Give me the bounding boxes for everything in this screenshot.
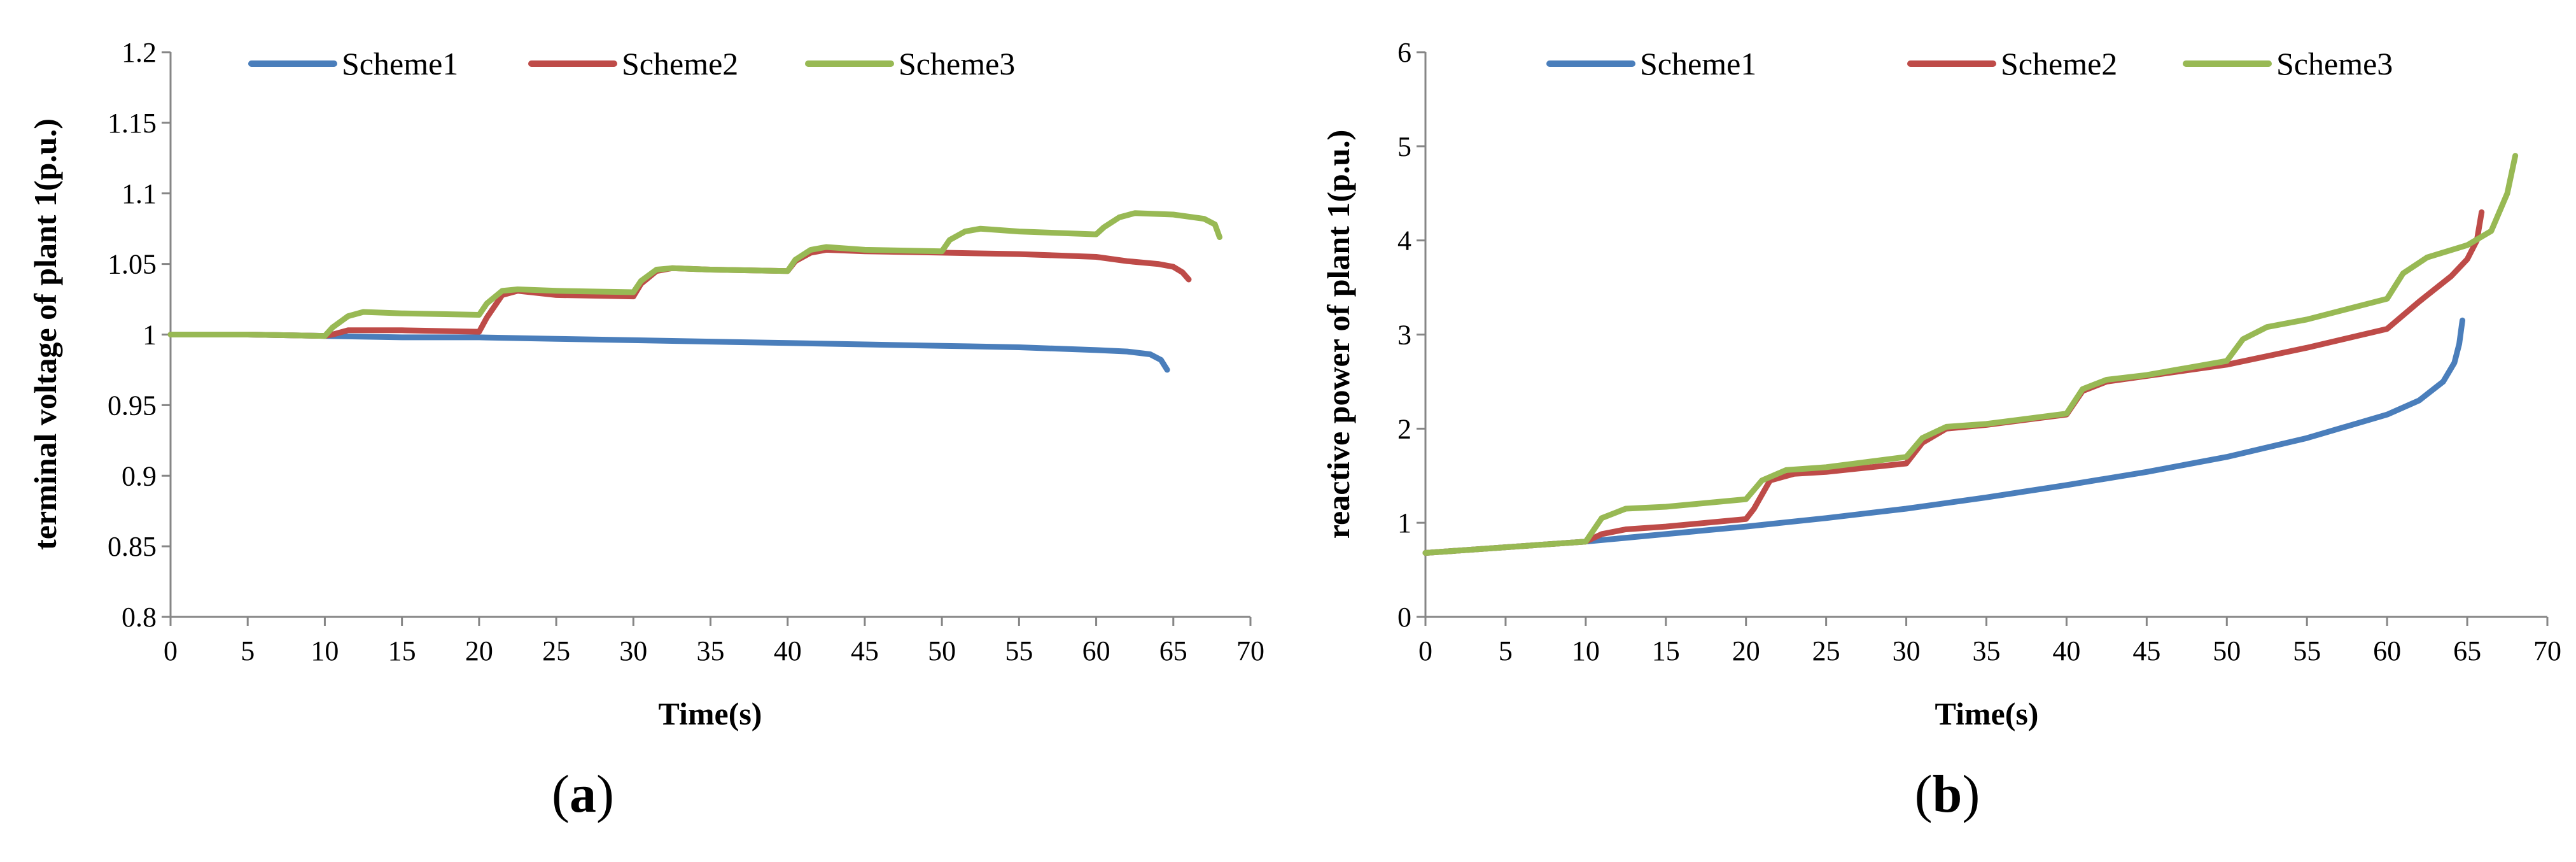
x-axis-title: Time(s) <box>1935 696 2039 731</box>
x-tick-label: 35 <box>1973 635 2001 667</box>
series-line-scheme1 <box>1422 317 2465 556</box>
x-tick-label: 20 <box>1732 635 1760 667</box>
y-tick-label: 0 <box>1397 602 1411 633</box>
x-tick-label: 30 <box>619 635 647 667</box>
y-tick-label: 5 <box>1397 131 1411 162</box>
series-line-scheme1 <box>167 332 1170 373</box>
y-tick-label: 6 <box>1397 37 1411 68</box>
x-tick-label: 60 <box>1082 635 1110 667</box>
legend-label: Scheme3 <box>2276 46 2393 81</box>
x-tick-label: 45 <box>2132 635 2160 667</box>
y-tick-label: 1 <box>143 320 157 351</box>
x-tick-label: 60 <box>2373 635 2401 667</box>
x-tick-label: 40 <box>2052 635 2080 667</box>
series-line-scheme3 <box>167 210 1222 339</box>
x-tick-label: 50 <box>928 635 956 667</box>
x-tick-label: 25 <box>1812 635 1840 667</box>
x-tick-label: 20 <box>465 635 493 667</box>
y-tick-label: 2 <box>1397 413 1411 444</box>
legend-label: Scheme1 <box>1640 46 1756 81</box>
x-tick-label: 5 <box>241 635 255 667</box>
x-tick-label: 40 <box>774 635 802 667</box>
y-tick-label: 1.1 <box>122 178 157 209</box>
legend-label: Scheme2 <box>622 46 738 81</box>
y-tick-label: 3 <box>1397 320 1411 351</box>
x-tick-label: 10 <box>1572 635 1600 667</box>
legend-label: Scheme3 <box>899 46 1015 81</box>
y-tick-label: 0.85 <box>108 531 157 562</box>
x-tick-label: 50 <box>2213 635 2241 667</box>
x-tick-label: 55 <box>2293 635 2321 667</box>
y-tick-label: 0.9 <box>122 460 157 491</box>
legend-label: Scheme1 <box>342 46 458 81</box>
y-axis-title: terminal voltage of plant 1(p.u.) <box>27 118 63 550</box>
x-tick-label: 25 <box>542 635 570 667</box>
panel-label-b: (b) <box>1915 765 1980 824</box>
x-tick-label: 0 <box>1418 635 1432 667</box>
x-tick-label: 15 <box>1652 635 1680 667</box>
legend-label: Scheme2 <box>2001 46 2117 81</box>
x-tick-label: 35 <box>697 635 725 667</box>
y-axis-title: reactive power of plant 1(p.u.) <box>1320 130 1356 539</box>
y-tick-label: 1 <box>1397 507 1411 539</box>
series-line-scheme3 <box>1422 153 2519 556</box>
x-tick-label: 0 <box>164 635 178 667</box>
x-tick-label: 55 <box>1005 635 1033 667</box>
x-tick-label: 30 <box>1893 635 1921 667</box>
panel-label-a: (a) <box>552 765 614 824</box>
x-tick-label: 70 <box>2533 635 2561 667</box>
y-tick-label: 4 <box>1397 225 1411 257</box>
x-tick-label: 10 <box>311 635 339 667</box>
x-tick-label: 45 <box>851 635 879 667</box>
y-tick-label: 1.15 <box>108 108 157 139</box>
series-line-scheme2 <box>167 246 1192 339</box>
y-tick-label: 1.2 <box>122 37 157 68</box>
x-axis-title: Time(s) <box>659 696 762 731</box>
y-tick-label: 0.8 <box>122 602 157 633</box>
chart-panel-a: 0.8 0.85 0.9 0.95 1 1.05 1.1 1.15 1.2 0 5 10 15 20 25… <box>27 37 1264 824</box>
y-tick-label: 1.05 <box>108 249 157 280</box>
x-tick-label: 65 <box>2453 635 2481 667</box>
x-tick-label: 65 <box>1159 635 1187 667</box>
x-tick-label: 15 <box>388 635 416 667</box>
y-tick-label: 0.95 <box>108 390 157 421</box>
x-tick-label: 5 <box>1499 635 1513 667</box>
x-tick-label: 70 <box>1236 635 1264 667</box>
